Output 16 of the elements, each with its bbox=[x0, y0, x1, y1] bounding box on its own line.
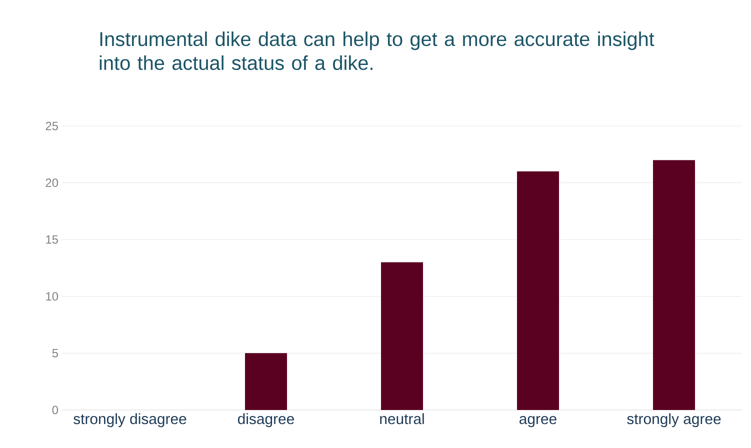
y-tick-label: 15 bbox=[46, 235, 58, 244]
bar bbox=[517, 171, 560, 410]
chart-title: Instrumental dike data can help to get a more accurate insight into the actual status of a dike. bbox=[100, 32, 654, 70]
bar bbox=[245, 353, 288, 410]
bar bbox=[381, 262, 424, 410]
x-tick-label: neutral bbox=[380, 413, 424, 424]
x-tick-label: agree bbox=[520, 416, 556, 428]
x-tick-label: strongly agree bbox=[627, 413, 721, 428]
x-tick-label: disagree bbox=[238, 413, 294, 428]
x-tick-label: strongly disagree bbox=[74, 413, 186, 428]
y-tick-label: 20 bbox=[46, 178, 58, 188]
y-tick-label: 0 bbox=[52, 406, 58, 414]
y-tick-label: 5 bbox=[52, 349, 58, 358]
y-tick-label: 10 bbox=[46, 292, 58, 301]
y-tick-label: 25 bbox=[46, 122, 58, 130]
bar bbox=[653, 160, 696, 410]
